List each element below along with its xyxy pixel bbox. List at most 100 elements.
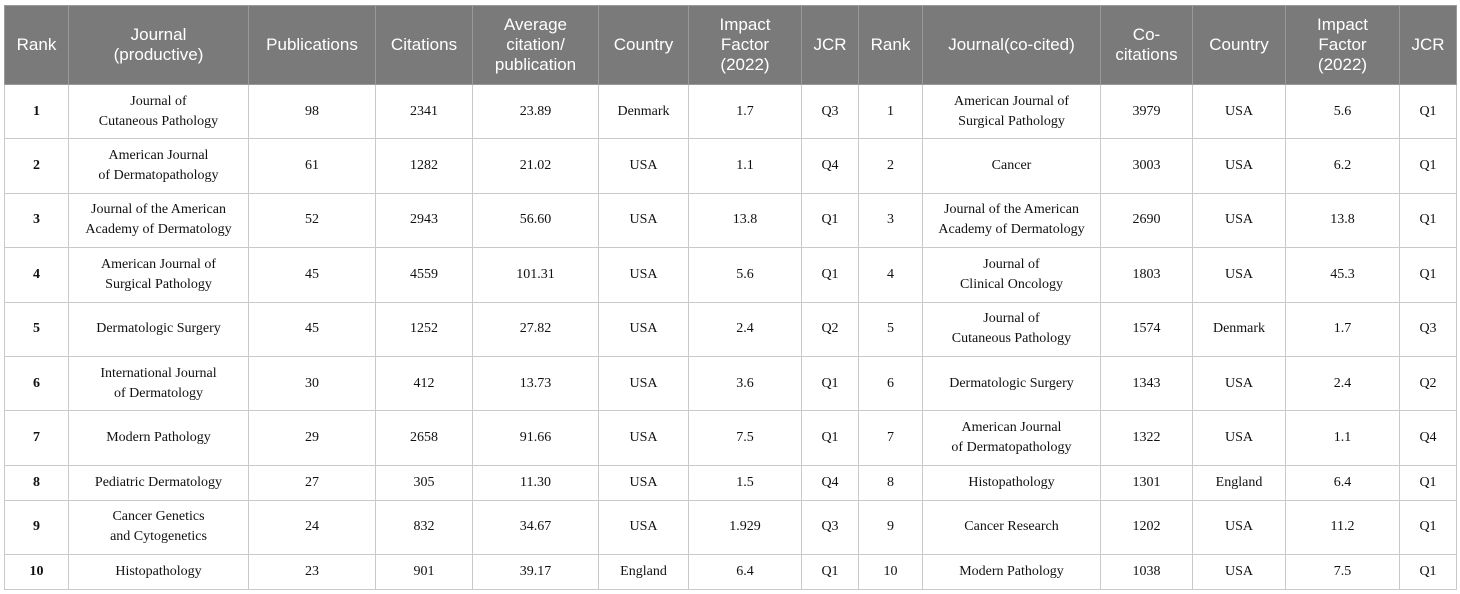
cell-journal-cocited: American Journal of Dermatopathology xyxy=(922,410,1101,466)
header-citations: Citations xyxy=(375,5,473,85)
cell-journal-cocited: Journal of Cutaneous Pathology xyxy=(922,301,1101,357)
cell-country-cocited: USA xyxy=(1192,83,1286,140)
cell-cocitations: 2690 xyxy=(1100,192,1193,249)
cell-publications: 98 xyxy=(248,83,376,140)
table-row: 5 Dermatologic Surgery 45 1252 27.82 USA 2.4 Q2… xyxy=(4,301,1457,357)
cell-impact-factor-cocited: 45.3 xyxy=(1285,247,1400,303)
cell-rank: 9 xyxy=(4,499,69,556)
cell-citations: 901 xyxy=(375,554,473,591)
cell-journal-productive: Cancer Genetics and Cytogenetics xyxy=(68,499,249,556)
cell-journal-cocited: Dermatologic Surgery xyxy=(922,355,1101,412)
cell-jcr: Q1 xyxy=(801,355,859,412)
cell-impact-factor-cocited: 5.6 xyxy=(1285,83,1400,140)
cell-rank: 3 xyxy=(4,192,69,249)
cell-jcr-cocited: Q1 xyxy=(1399,138,1457,194)
cell-jcr-cocited: Q2 xyxy=(1399,355,1457,412)
cell-country-cocited: USA xyxy=(1192,247,1286,303)
cell-country-cocited: USA xyxy=(1192,499,1286,556)
cell-country: USA xyxy=(598,247,689,303)
cell-rank-cocited: 2 xyxy=(858,138,923,194)
cell-country: USA xyxy=(598,355,689,412)
cell-impact-factor: 3.6 xyxy=(688,355,802,412)
cell-cocitations: 1038 xyxy=(1100,554,1193,591)
cell-impact-factor: 1.929 xyxy=(688,499,802,556)
cell-impact-factor: 6.4 xyxy=(688,554,802,591)
cell-jcr: Q2 xyxy=(801,301,859,357)
cell-jcr-cocited: Q1 xyxy=(1399,192,1457,249)
table-row: 2 American Journal of Dermatopathology 61 1… xyxy=(4,138,1457,194)
cell-rank-cocited: 3 xyxy=(858,192,923,249)
cell-journal-cocited: Histopathology xyxy=(922,464,1101,501)
cell-jcr: Q1 xyxy=(801,247,859,303)
cell-rank-cocited: 5 xyxy=(858,301,923,357)
cell-cocitations: 3979 xyxy=(1100,83,1193,140)
cell-rank-cocited: 7 xyxy=(858,410,923,466)
cell-journal-cocited: American Journal of Surgical Pathology xyxy=(922,83,1101,140)
cell-impact-factor: 1.7 xyxy=(688,83,802,140)
cell-country: England xyxy=(598,554,689,591)
cell-publications: 29 xyxy=(248,410,376,466)
header-cocitations: Co- citations xyxy=(1100,5,1193,85)
cell-journal-cocited: Modern Pathology xyxy=(922,554,1101,591)
cell-journal-productive: Pediatric Dermatology xyxy=(68,464,249,501)
cell-cocitations: 1322 xyxy=(1100,410,1193,466)
cell-cocitations: 1301 xyxy=(1100,464,1193,501)
cell-country: USA xyxy=(598,499,689,556)
cell-average-citation: 101.31 xyxy=(472,247,599,303)
table-row: 7 Modern Pathology 29 2658 91.66 USA 7.5 Q1 7 Ame… xyxy=(4,410,1457,466)
cell-impact-factor: 1.1 xyxy=(688,138,802,194)
cell-impact-factor-cocited: 1.1 xyxy=(1285,410,1400,466)
header-country: Country xyxy=(598,5,689,85)
cell-country-cocited: England xyxy=(1192,464,1286,501)
cell-rank: 6 xyxy=(4,355,69,412)
cell-journal-cocited: Journal of Clinical Oncology xyxy=(922,247,1101,303)
cell-cocitations: 1202 xyxy=(1100,499,1193,556)
table-row: 1 Journal of Cutaneous Pathology 98 2341 23.… xyxy=(4,83,1457,140)
cell-citations: 832 xyxy=(375,499,473,556)
cell-impact-factor-cocited: 6.2 xyxy=(1285,138,1400,194)
cell-publications: 23 xyxy=(248,554,376,591)
cell-journal-cocited: Cancer Research xyxy=(922,499,1101,556)
cell-journal-cocited: Cancer xyxy=(922,138,1101,194)
cell-publications: 61 xyxy=(248,138,376,194)
cell-country-cocited: USA xyxy=(1192,138,1286,194)
cell-jcr-cocited: Q1 xyxy=(1399,83,1457,140)
cell-jcr-cocited: Q3 xyxy=(1399,301,1457,357)
header-impact-factor-cocited: Impact Factor (2022) xyxy=(1285,5,1400,85)
cell-average-citation: 23.89 xyxy=(472,83,599,140)
cell-average-citation: 27.82 xyxy=(472,301,599,357)
cell-jcr: Q1 xyxy=(801,192,859,249)
cell-impact-factor-cocited: 7.5 xyxy=(1285,554,1400,591)
table-body: 1 Journal of Cutaneous Pathology 98 2341 23.… xyxy=(4,83,1457,591)
cell-rank: 10 xyxy=(4,554,69,591)
cell-journal-productive: Modern Pathology xyxy=(68,410,249,466)
cell-jcr: Q1 xyxy=(801,410,859,466)
cell-rank-cocited: 9 xyxy=(858,499,923,556)
cell-country-cocited: USA xyxy=(1192,410,1286,466)
cell-jcr: Q4 xyxy=(801,138,859,194)
cell-publications: 52 xyxy=(248,192,376,249)
cell-average-citation: 91.66 xyxy=(472,410,599,466)
header-journal-productive: Journal (productive) xyxy=(68,5,249,85)
cell-rank-cocited: 4 xyxy=(858,247,923,303)
cell-country: USA xyxy=(598,464,689,501)
cell-publications: 45 xyxy=(248,247,376,303)
cell-publications: 24 xyxy=(248,499,376,556)
cell-jcr: Q3 xyxy=(801,83,859,140)
cell-country: USA xyxy=(598,138,689,194)
cell-impact-factor: 1.5 xyxy=(688,464,802,501)
cell-country: Denmark xyxy=(598,83,689,140)
cell-citations: 412 xyxy=(375,355,473,412)
cell-journal-productive: American Journal of Surgical Pathology xyxy=(68,247,249,303)
header-jcr: JCR xyxy=(801,5,859,85)
header-journal-cocited: Journal(co-cited) xyxy=(922,5,1101,85)
table-row: 4 American Journal of Surgical Pathology 4… xyxy=(4,247,1457,303)
cell-rank: 2 xyxy=(4,138,69,194)
cell-country-cocited: Denmark xyxy=(1192,301,1286,357)
cell-impact-factor: 7.5 xyxy=(688,410,802,466)
cell-jcr-cocited: Q1 xyxy=(1399,554,1457,591)
cell-rank: 1 xyxy=(4,83,69,140)
cell-jcr-cocited: Q1 xyxy=(1399,464,1457,501)
cell-impact-factor: 2.4 xyxy=(688,301,802,357)
header-row: Rank Journal (productive) Publications C… xyxy=(4,5,1457,85)
